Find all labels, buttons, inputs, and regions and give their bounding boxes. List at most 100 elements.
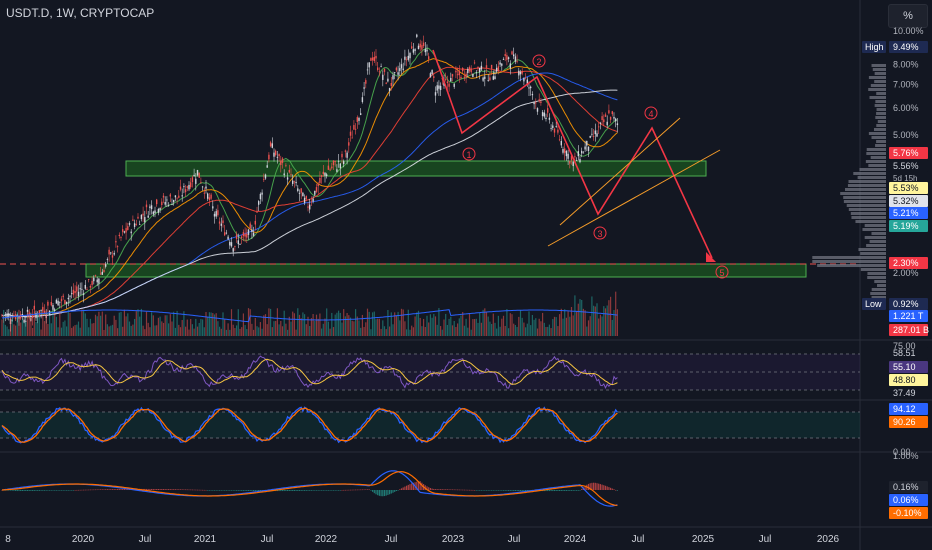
volume-bar	[94, 314, 97, 336]
volume-bar	[348, 315, 350, 336]
volume-bar	[550, 328, 552, 336]
macd-histogram-bar	[455, 489, 457, 491]
candle-body	[261, 192, 263, 195]
volume-profile-bar	[850, 212, 886, 215]
macd-histogram-bar	[559, 490, 561, 491]
volume-bar	[169, 314, 171, 336]
macd-histogram-bar	[191, 489, 193, 491]
macd-histogram-bar	[120, 489, 122, 490]
volume-bar	[37, 314, 39, 336]
macd-histogram-bar	[366, 489, 369, 490]
percent-scale-button[interactable]: %	[888, 4, 928, 28]
candle-body	[55, 299, 58, 304]
volume-bar	[84, 313, 86, 336]
volume-bar	[372, 312, 374, 336]
candle-body	[218, 221, 221, 224]
volume-profile-bar	[860, 268, 886, 271]
volume-bar	[164, 315, 166, 336]
candle-body	[363, 87, 365, 89]
time-tick-label: 2021	[194, 534, 217, 545]
stoch-band	[0, 412, 860, 438]
volume-bar	[513, 323, 515, 336]
time-tick-label: 2022	[315, 534, 338, 545]
volume-bar	[613, 310, 615, 336]
volume-profile-bar	[857, 176, 886, 179]
volume-bar	[137, 309, 139, 336]
candle-body	[295, 182, 297, 184]
volume-profile-bar	[874, 280, 886, 283]
candle-body	[230, 242, 233, 247]
volume-bar	[591, 296, 593, 336]
volume-bar	[108, 326, 110, 336]
candle-body	[62, 295, 64, 298]
macd-histogram-bar	[501, 490, 503, 491]
volume-bar	[414, 316, 416, 336]
svg-text:5: 5	[719, 268, 724, 278]
candle-body	[523, 78, 525, 82]
volume-bar	[314, 320, 316, 336]
volume-bar	[254, 317, 256, 336]
volume-profile-bar	[865, 160, 886, 163]
macd-histogram-bar	[339, 490, 341, 491]
volume-bar	[253, 329, 255, 336]
volume-bar	[89, 318, 91, 336]
candle-body	[108, 249, 110, 255]
volume-bar	[6, 326, 8, 336]
candle-body	[577, 151, 579, 157]
candle-body	[164, 201, 166, 205]
macd-histogram-bar	[519, 490, 522, 491]
candle-body	[332, 160, 335, 166]
candle-body	[608, 110, 610, 114]
candle-body	[123, 231, 126, 233]
macd-histogram-bar	[610, 487, 612, 490]
volume-bar	[11, 319, 13, 336]
macd-histogram-bar	[283, 490, 285, 492]
macd-histogram-bar	[550, 490, 552, 492]
candle-body	[174, 195, 177, 198]
svg-text:2: 2	[536, 57, 541, 67]
volume-bar	[457, 323, 459, 336]
volume-bar	[533, 319, 535, 336]
candle-body	[181, 195, 183, 197]
macd-histogram-bar	[319, 490, 321, 491]
macd-histogram-bar	[565, 490, 567, 491]
volume-bar	[406, 329, 408, 336]
volume-bar	[28, 310, 30, 336]
volume-bar	[268, 308, 270, 336]
candle-body	[128, 223, 131, 225]
macd-histogram-bar	[448, 489, 450, 490]
candle-body	[312, 198, 314, 202]
indicator-value-text: 1.221 T	[893, 311, 924, 321]
macd-histogram-bar	[581, 488, 583, 490]
macd-histogram-bar	[400, 488, 403, 490]
volume-bar	[43, 321, 46, 336]
volume-profile-bar	[876, 108, 886, 111]
candle-body	[485, 65, 488, 68]
candle-body	[91, 280, 93, 286]
volume-bar	[543, 322, 545, 336]
volume-bar	[285, 323, 287, 336]
macd-histogram-bar	[344, 489, 346, 491]
volume-profile-bar	[845, 188, 886, 191]
macd-histogram-bar	[601, 484, 603, 490]
candle-body	[173, 199, 175, 203]
volume-bar	[174, 327, 176, 336]
volume-bar	[518, 316, 520, 336]
macd-histogram-bar	[548, 490, 550, 492]
volume-bar	[390, 312, 392, 336]
volume-bar	[336, 312, 338, 336]
candle-body	[319, 177, 321, 183]
macd-histogram-bar	[589, 483, 591, 490]
volume-bar	[4, 324, 6, 336]
candle-body	[286, 177, 289, 180]
candle-body	[20, 314, 22, 319]
candle-body	[472, 73, 474, 77]
macd-histogram-bar	[419, 481, 421, 490]
indicator-value-box	[889, 494, 928, 506]
pane-scale-tick: 75.00	[893, 341, 916, 351]
volume-bar	[363, 327, 365, 336]
candle-body	[106, 259, 109, 260]
macd-histogram-bar	[79, 489, 81, 491]
candle-body	[358, 117, 360, 121]
candle-body	[307, 206, 309, 208]
